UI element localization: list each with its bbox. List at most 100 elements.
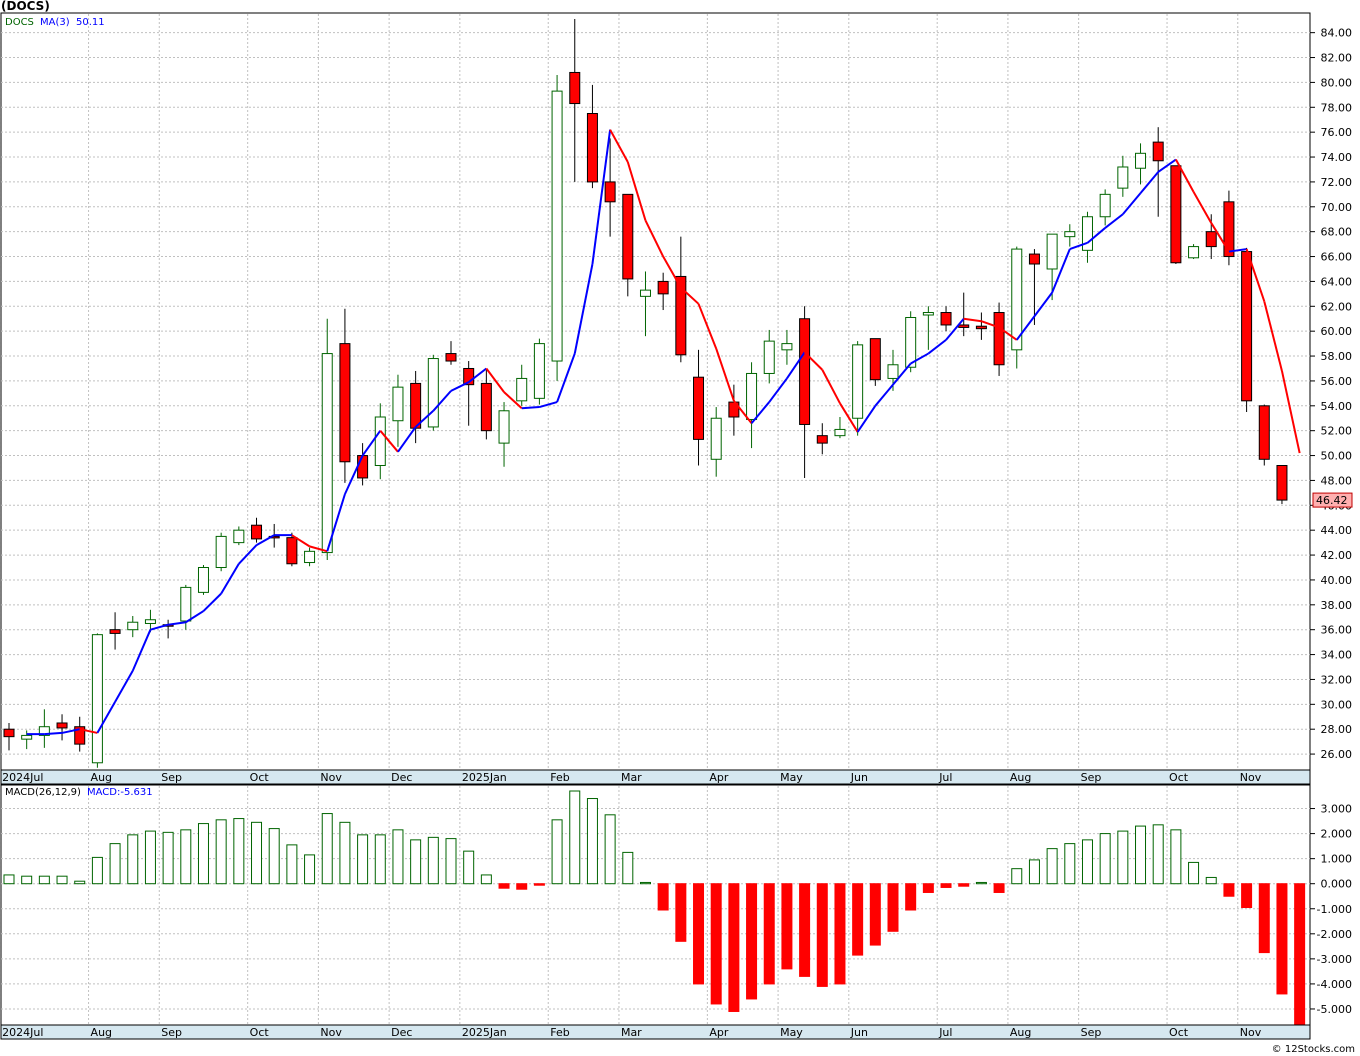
last-price-label: 46.42: [1316, 494, 1348, 507]
macd-x-label: Aug: [91, 1026, 112, 1039]
macd-bar: [1064, 843, 1076, 885]
candle-body: [1099, 193, 1111, 218]
candle-body: [710, 417, 722, 460]
candle: [197, 565, 209, 595]
candle: [3, 722, 15, 751]
ma-segment: [1033, 292, 1053, 317]
ma-segment: [1263, 301, 1283, 372]
ma-segment: [1104, 213, 1124, 229]
ma-segment: [167, 621, 186, 626]
price-tick-label: 64.00: [1321, 275, 1353, 288]
candle-body: [144, 619, 156, 624]
candle: [1135, 143, 1147, 185]
price-tick-label: 68.00: [1321, 226, 1353, 239]
price-x-label: 2024Jul: [2, 771, 43, 784]
macd-bar: [604, 814, 616, 885]
candle: [781, 329, 793, 365]
price-tick-label: 36.00: [1321, 624, 1353, 637]
legend-ma-value: 50.11: [76, 17, 105, 28]
ma-segment: [150, 623, 169, 631]
ma-segment: [503, 391, 523, 410]
candle-body: [1170, 165, 1182, 264]
candle: [38, 709, 50, 748]
candle-body: [922, 312, 934, 316]
ma-segment: [609, 129, 629, 163]
macd-legend-label: MACD(26,12,9): [5, 787, 81, 798]
macd-tick-label: -3.000: [1317, 953, 1352, 966]
candle-body: [410, 382, 422, 429]
price-x-label: Jun: [850, 771, 868, 784]
candle: [852, 341, 864, 436]
candle: [1258, 404, 1270, 466]
candle: [586, 84, 598, 189]
ma-segment: [1086, 227, 1106, 244]
last-price-tag: 46.42: [1312, 492, 1353, 508]
candle: [975, 312, 987, 340]
candle: [1011, 246, 1023, 369]
candle: [215, 532, 227, 572]
price-y-axis: 26.00 28.00 30.00 32.00 34.00 36.00 38.00 40.00…: [1310, 27, 1352, 761]
ma-segment: [238, 544, 258, 565]
candle-body: [781, 343, 793, 351]
price-tick-label: 56.00: [1321, 375, 1353, 388]
price-x-label: 2025Jan: [462, 771, 507, 784]
ma-segment: [309, 545, 328, 553]
macd-x-label: Sep: [161, 1026, 182, 1039]
macd-x-label: 2025Jan: [462, 1026, 507, 1039]
candle-body: [834, 428, 846, 437]
price-x-label: Mar: [621, 771, 642, 784]
watermark: © 12Stocks.com: [1272, 1044, 1355, 1055]
price-tick-label: 30.00: [1321, 698, 1353, 711]
macd-bar: [922, 883, 934, 893]
price-x-label: Aug: [1010, 771, 1031, 784]
candle-body: [180, 586, 192, 622]
candle: [1064, 224, 1076, 247]
candle-body: [1223, 201, 1235, 258]
candle: [622, 193, 634, 297]
ma-segment: [733, 400, 753, 424]
macd-bar: [109, 843, 121, 885]
ma-segment: [485, 367, 505, 393]
ma-segment: [786, 351, 806, 380]
candle-body: [1081, 216, 1093, 251]
candle-body: [569, 71, 581, 105]
ticker-title: (DOCS): [1, 0, 50, 13]
ma-segment: [450, 381, 470, 392]
ma-segment: [114, 670, 134, 703]
macd-bar: [21, 875, 33, 885]
candle-body: [215, 535, 227, 569]
candle-body: [905, 316, 917, 368]
candle: [569, 18, 581, 182]
macd-bar: [1223, 883, 1235, 897]
macd-x-label: 2024Jul: [2, 1026, 43, 1039]
macd-bar: [304, 854, 316, 885]
macd-bar: [1205, 876, 1217, 885]
candle: [91, 633, 103, 768]
macd-bar: [410, 839, 422, 885]
ma-segment: [1245, 248, 1266, 302]
candle: [1276, 465, 1288, 505]
price-tick-label: 76.00: [1321, 126, 1353, 139]
candle-body: [1188, 246, 1200, 259]
price-x-label: Nov: [320, 771, 342, 784]
candle: [816, 423, 828, 455]
candle-body: [251, 524, 263, 540]
price-x-label: Sep: [1081, 771, 1102, 784]
macd-bar: [480, 874, 492, 885]
candle-body: [533, 343, 545, 399]
candle-body: [1152, 141, 1164, 162]
price-tick-label: 58.00: [1321, 350, 1353, 363]
macd-x-label: Nov: [1240, 1026, 1262, 1039]
macd-bar: [869, 883, 881, 946]
candle-body: [463, 367, 475, 386]
candle-body: [3, 728, 15, 738]
price-tick-label: 42.00: [1321, 549, 1353, 562]
macd-x-label: Oct: [250, 1026, 270, 1039]
price-tick-label: 72.00: [1321, 176, 1353, 189]
macd-bar: [74, 880, 86, 885]
candle-body: [427, 358, 439, 428]
ma-segment: [1210, 222, 1230, 253]
legend-ma-label: MA(3): [40, 17, 70, 28]
candle-body: [799, 318, 811, 425]
ma-segment: [432, 390, 452, 412]
